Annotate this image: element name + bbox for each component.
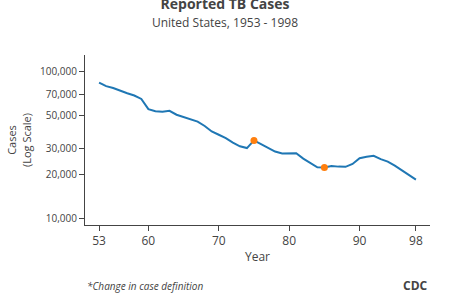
svg-text:Cases(Log Scale): Cases(Log Scale) xyxy=(4,113,33,167)
svg-text:100,000: 100,000 xyxy=(40,64,77,78)
svg-text:90: 90 xyxy=(353,232,367,249)
svg-text:50,000: 50,000 xyxy=(46,108,77,122)
svg-text:60: 60 xyxy=(142,232,156,249)
svg-text:70,000: 70,000 xyxy=(46,87,77,101)
svg-text:70: 70 xyxy=(212,232,226,249)
svg-text:Year: Year xyxy=(245,248,270,265)
svg-text:*Change in case definition: *Change in case definition xyxy=(87,279,203,293)
svg-text:98: 98 xyxy=(409,232,423,249)
svg-text:CDC: CDC xyxy=(403,277,428,294)
svg-text:20,000: 20,000 xyxy=(46,167,77,181)
svg-text:80: 80 xyxy=(282,232,296,249)
svg-text:10,000: 10,000 xyxy=(46,211,77,225)
svg-text:53: 53 xyxy=(92,232,106,249)
svg-text:Reported TB CasesUnited States: Reported TB CasesUnited States, 1953 - 1… xyxy=(152,0,298,31)
svg-text:30,000: 30,000 xyxy=(46,141,77,155)
